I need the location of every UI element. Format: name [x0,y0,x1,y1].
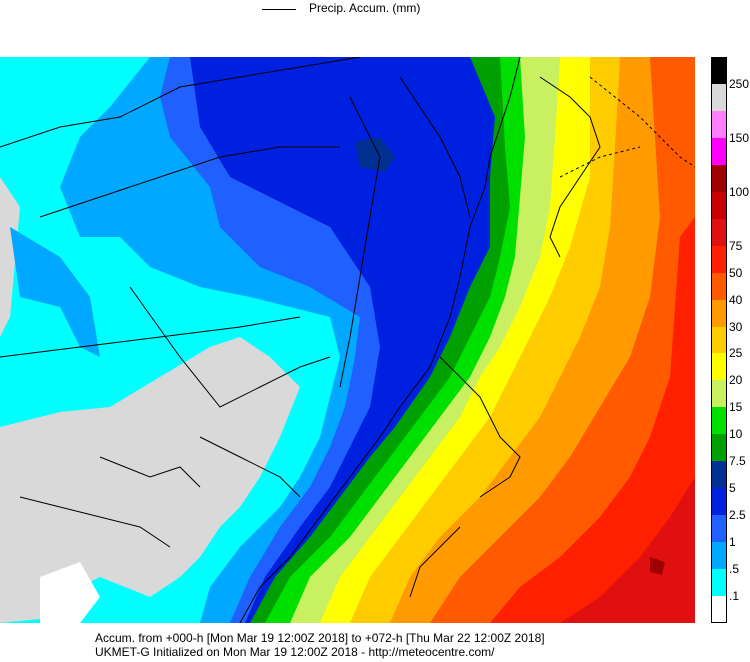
colorbar-tick-label: 50 [729,265,743,280]
colorbar-tick-label: 75 [729,238,743,253]
colorbar-bin [711,515,727,543]
zone-crimson [560,477,695,623]
colorbar-bin [711,164,727,193]
colorbar-tick-label: .5 [729,562,740,577]
precipitation-map [0,57,695,623]
legend-line-sample [262,9,296,10]
colorbar-bin [711,542,727,570]
colorbar-bin [711,488,727,516]
colorbar-bin [711,272,727,301]
colorbar-bin [711,137,727,166]
legend-label: Precip. Accum. (mm) [309,1,421,15]
colorbar-tick-label: 30 [729,319,743,334]
colorbar-bin [711,434,727,462]
colorbar-bin [711,380,727,408]
colorbar-tick-label: 150 [729,130,750,145]
colorbar-tick-label: 5 [729,481,736,496]
zone-light-precip-west [10,227,100,357]
colorbar-bin [711,569,727,597]
colorbar-tick-label: 40 [729,292,743,307]
map-svg [0,57,695,623]
colorbar-bin [711,353,727,381]
colorbar-tick-label: .1 [729,589,740,604]
colorbar-bin [711,596,727,624]
colorbar-bin [711,299,727,327]
zone-no-precip-west [0,177,20,337]
zone-white-south [40,562,100,623]
colorbar-bin [711,461,727,489]
colorbar-tick-label: 2.5 [729,508,746,523]
footer-accum-period: Accum. from +000-h [Mon Mar 19 12:00Z 20… [95,631,545,645]
colorbar-bin [711,326,727,354]
colorbar-tick-label: 250 [729,76,750,91]
colorbar-tick-label: 1 [729,535,736,550]
colorbar-tick-label: 20 [729,373,743,388]
model-boundary [559,76,695,178]
colorbar-tick-label: 25 [729,346,743,361]
colorbar-tick-label: 100 [729,184,750,199]
colorbar-bin [711,245,727,274]
legend-header: Precip. Accum. (mm) [0,0,750,20]
colorbar-tick-label: 7.5 [729,454,746,469]
zone-dark-red-cell [650,557,665,575]
zone-no-precip-south [0,337,300,623]
colorbar-bin [711,110,727,139]
colorbar [711,57,727,624]
colorbar-bin [711,83,727,112]
colorbar-tick-label: 15 [729,400,743,415]
colorbar-bin [711,191,727,220]
zone-dark-blue-cell [355,137,395,172]
boundaries [0,57,601,623]
colorbar-tick-label: 10 [729,427,743,442]
footer-model-info: UKMET-G Initialized on Mon Mar 19 12:00Z… [95,645,495,659]
colorbar-bin [711,57,727,85]
colorbar-bin [711,218,727,247]
zone-red [490,217,695,623]
colorbar-bin [711,407,727,435]
